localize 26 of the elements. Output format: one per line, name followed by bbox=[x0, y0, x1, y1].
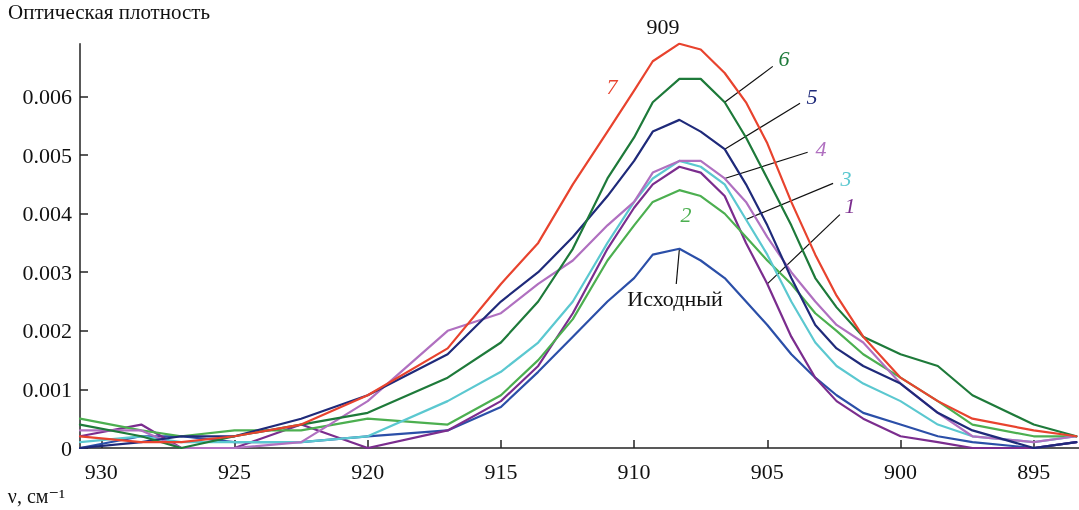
y-axis-title: Оптическая плотность bbox=[8, 0, 211, 25]
x-tick-label: 910 bbox=[617, 458, 651, 484]
y-tick-label: 0.001 bbox=[22, 376, 72, 402]
text: 4 bbox=[815, 135, 827, 161]
x-tick-label: 915 bbox=[484, 458, 518, 484]
series-label: 2 bbox=[680, 201, 692, 227]
x-axis-title: ν, см⁻¹ bbox=[7, 485, 65, 507]
y-tick-label: 0.002 bbox=[22, 318, 72, 344]
y-tick-label: 0.003 bbox=[22, 259, 72, 285]
text: 909 bbox=[646, 13, 680, 39]
y-tick-label: 0.006 bbox=[22, 83, 72, 109]
x-tick-label: 900 bbox=[884, 458, 918, 484]
text: 6 bbox=[778, 45, 790, 71]
x-tick-label: 930 bbox=[84, 458, 118, 484]
y-tick-label: 0 bbox=[61, 435, 72, 461]
text: 1 bbox=[844, 192, 856, 218]
y-tick-label: 0.005 bbox=[22, 142, 72, 168]
text: 5 bbox=[806, 83, 818, 109]
x-tick-label: 925 bbox=[218, 458, 252, 484]
x-tick-label: 905 bbox=[750, 458, 784, 484]
text: 3 bbox=[839, 165, 852, 191]
x-tick-label: 920 bbox=[351, 458, 385, 484]
series-label: 7 bbox=[606, 73, 619, 99]
x-tick-label: 895 bbox=[1017, 458, 1051, 484]
series-label: Исходный bbox=[627, 285, 723, 311]
y-tick-label: 0.004 bbox=[22, 201, 72, 227]
